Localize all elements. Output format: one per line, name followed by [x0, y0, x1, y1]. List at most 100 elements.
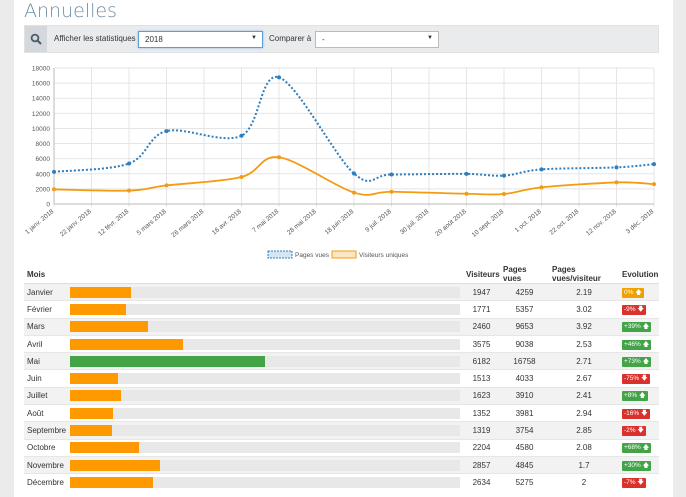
pages-cell: 5275: [500, 473, 549, 492]
arrow-up-icon: 🡅: [642, 357, 650, 365]
evolution-badge: +73% 🡅: [622, 356, 652, 367]
visitor-bar-track: [70, 425, 460, 437]
evolution-cell: +8% 🡅: [619, 386, 659, 405]
data-point: [52, 169, 56, 174]
data-point: [277, 155, 281, 160]
data-point: [239, 133, 244, 138]
bar-cell: [67, 352, 463, 370]
bar-cell: [67, 455, 463, 474]
table-row: Avril 3575 9038 2.53 +46% 🡅: [24, 334, 659, 353]
col-pages[interactable]: Pages vues: [500, 265, 549, 284]
visitor-bar-track: [70, 303, 460, 315]
data-point: [352, 171, 356, 176]
visitor-bar: [70, 321, 148, 333]
x-tick-label: 1 oct. 2018: [514, 208, 543, 234]
visitors-cell: 1623: [463, 386, 500, 405]
compare-select-value: -: [322, 35, 325, 44]
visitors-cell: 2634: [463, 473, 500, 492]
col-evolution[interactable]: Evolution: [619, 265, 659, 284]
evolution-cell: -7% 🡇: [619, 473, 659, 492]
evolution-badge: -75% 🡇: [622, 374, 650, 385]
chevron-down-icon: ▼: [427, 35, 433, 41]
search-icon: [30, 33, 42, 45]
x-tick-label: 12 févr. 2018: [97, 208, 131, 238]
ratio-cell: 2.19: [549, 282, 619, 301]
ratio-cell: 2: [549, 473, 619, 492]
legend-swatch: [267, 250, 293, 259]
evolution-value: -7%: [624, 479, 636, 487]
table-row: Juillet 1623 3910 2.41 +8% 🡅: [24, 386, 659, 405]
arrow-up-icon: 🡅: [635, 288, 642, 296]
y-tick-label: 2000: [36, 186, 51, 193]
y-tick-label: 18000: [32, 66, 50, 73]
data-point: [164, 129, 169, 134]
table-row: Juin 1513 4033 2.67 -75% 🡇: [24, 369, 659, 388]
compare-select[interactable]: - ▼: [315, 31, 439, 48]
evolution-value: +46%: [624, 340, 641, 348]
evolution-cell: +73% 🡅: [619, 352, 659, 370]
chevron-down-icon: ▼: [251, 35, 257, 41]
visitor-bar-track: [70, 407, 460, 419]
legend-label: Visiteurs uniques: [359, 252, 409, 259]
pages-cell: 5357: [500, 300, 549, 319]
evolution-cell: -2% 🡇: [619, 421, 659, 440]
x-tick-label: 18 juin 2018: [324, 208, 356, 236]
data-point: [502, 173, 506, 178]
ratio-cell: 3.92: [549, 317, 619, 336]
data-point: [389, 172, 394, 177]
y-tick-label: 16000: [32, 81, 50, 88]
pages-cell: 4259: [500, 282, 549, 301]
data-point: [652, 182, 656, 187]
arrow-up-icon: 🡅: [642, 340, 650, 348]
evolution-value: -75%: [624, 375, 640, 383]
evolution-badge: +68% 🡅: [622, 443, 652, 454]
year-select-value: 2018: [145, 35, 163, 44]
table-row: Février 1771 5357 3.02 -9% 🡇: [24, 300, 659, 319]
evolution-value: 0%: [624, 288, 634, 296]
x-tick-label: 26 mars 2018: [170, 208, 205, 239]
data-point: [164, 183, 169, 188]
arrow-down-icon: 🡇: [637, 427, 645, 435]
data-point: [502, 192, 506, 197]
visitor-bar-track: [70, 286, 460, 298]
evolution-cell: +46% 🡅: [619, 334, 659, 353]
visitors-cell: 2204: [463, 438, 500, 457]
bar-cell: [67, 334, 463, 353]
y-tick-label: 6000: [36, 156, 51, 163]
evolution-value: -16%: [624, 409, 640, 417]
data-point: [127, 188, 131, 193]
arrow-up-icon: 🡅: [639, 392, 646, 400]
legend-swatch: [331, 250, 357, 259]
col-visitors[interactable]: Visiteurs: [463, 265, 500, 284]
month-cell: Janvier: [24, 282, 67, 301]
evolution-cell: +68% 🡅: [619, 438, 659, 457]
month-cell: Avril: [24, 334, 67, 353]
data-point: [614, 180, 619, 185]
x-tick-label: 9 juil. 2018: [364, 208, 393, 234]
evolution-cell: -16% 🡇: [619, 404, 659, 422]
evolution-value: +73%: [624, 357, 641, 365]
legend-label: Pages vues: [295, 252, 330, 259]
visitor-bar-track: [70, 477, 460, 489]
col-ratio[interactable]: Pages vues/visiteur: [549, 265, 619, 284]
evolution-badge: -9% 🡇: [622, 304, 647, 315]
ratio-cell: 2.85: [549, 421, 619, 440]
year-select[interactable]: 2018 ▼: [138, 31, 263, 48]
series-line: [53, 156, 655, 196]
visitor-bar-track: [70, 459, 460, 471]
bar-cell: [67, 317, 463, 336]
search-button[interactable]: [25, 26, 47, 52]
data-point: [652, 162, 656, 167]
x-tick-label: 3 déc. 2018: [625, 208, 656, 235]
visitors-cell: 1771: [463, 300, 500, 319]
col-month[interactable]: Mois: [24, 265, 67, 284]
x-tick-label: 22 oct. 2018: [548, 208, 580, 237]
pages-cell: 9653: [500, 317, 549, 336]
month-cell: Février: [24, 300, 67, 319]
visitors-cell: 1352: [463, 404, 500, 422]
visitor-bar-track: [70, 390, 460, 402]
arrow-up-icon: 🡅: [642, 461, 650, 469]
visitors-cell: 1513: [463, 369, 500, 388]
bar-cell: [67, 473, 463, 492]
show-stats-label: Afficher les statistiques: [54, 34, 136, 43]
